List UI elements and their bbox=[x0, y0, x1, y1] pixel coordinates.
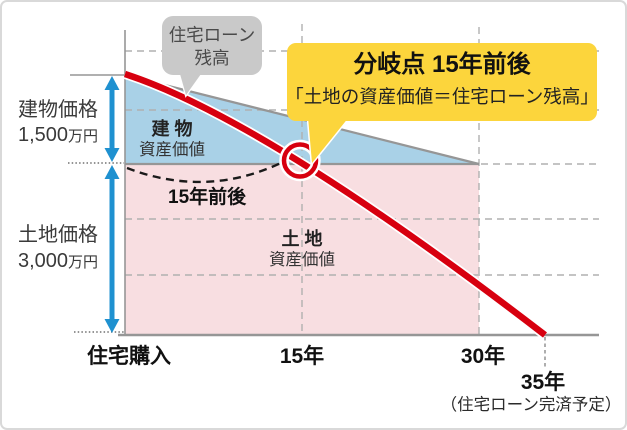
around-15-years-label: 15年前後 bbox=[168, 187, 247, 208]
branch-callout-bubble bbox=[287, 43, 597, 121]
building-price-value: 1,500万円 bbox=[8, 123, 108, 147]
x-tick-35y: 35年 bbox=[520, 371, 566, 394]
branch-callout-body: 「土地の資産価値＝住宅ローン残高」 bbox=[285, 86, 599, 107]
land-price-arrow bbox=[104, 165, 120, 333]
land-price-arrow-shaft bbox=[109, 178, 115, 320]
land-price-number: 3,000 bbox=[17, 250, 69, 272]
loan-callout-line2: 残高 bbox=[194, 48, 230, 68]
x-tick-35y-note: （住宅ローン完済予定） bbox=[440, 396, 622, 414]
x-tick-30y: 30年 bbox=[460, 345, 506, 368]
land-price-label: 土地価格 bbox=[18, 224, 98, 246]
building-price-label: 建物価格 bbox=[18, 99, 98, 121]
loan-callout-line1: 住宅ローン bbox=[168, 25, 256, 45]
building-price-arrow-down-head bbox=[104, 148, 120, 162]
land-price-unit: 万円 bbox=[68, 254, 99, 271]
land-price-value: 3,000万円 bbox=[8, 249, 108, 273]
land-price-arrow-up-head bbox=[104, 165, 120, 179]
loan-callout-bubble bbox=[162, 16, 262, 75]
land-price-arrow-down-head bbox=[104, 319, 120, 333]
building-price-arrow bbox=[104, 76, 120, 162]
loan-balance-curve bbox=[123, 70, 547, 338]
land-area-sublabel: 資産価値 bbox=[269, 251, 335, 269]
building-price-arrow-up-head bbox=[104, 76, 120, 90]
around-15-years-dashed-arrow bbox=[126, 159, 286, 184]
branch-callout-title: 分岐点 15年前後 bbox=[353, 51, 531, 78]
x-tick-15y: 15年 bbox=[279, 345, 325, 368]
building-price-number: 1,500 bbox=[17, 124, 69, 146]
branch-point-circle bbox=[281, 142, 319, 179]
land-area-label: 土 地 bbox=[281, 229, 323, 249]
building-price-arrow-shaft bbox=[109, 87, 115, 151]
x-tick-purchase: 住宅購入 bbox=[87, 345, 171, 368]
building-area-label: 建 物 bbox=[151, 119, 193, 139]
building-price-unit: 万円 bbox=[68, 128, 99, 145]
building-area-sublabel: 資産価値 bbox=[139, 141, 205, 159]
